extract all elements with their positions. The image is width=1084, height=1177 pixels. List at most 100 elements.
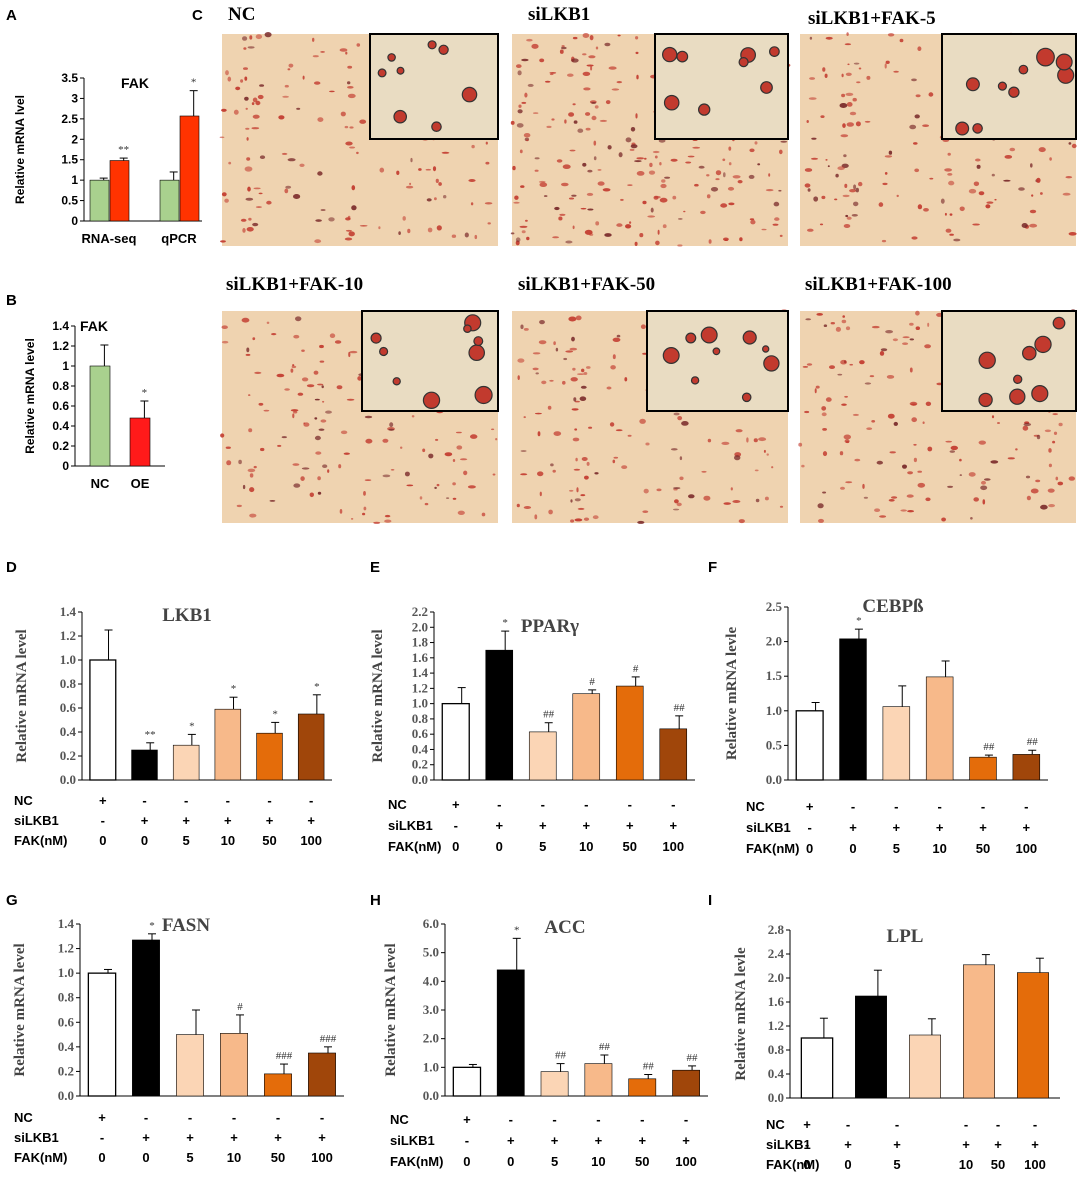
y-tick-label: 2.0 bbox=[766, 634, 782, 649]
lipid-droplet bbox=[876, 460, 883, 465]
bar bbox=[839, 638, 867, 781]
condition-row-label: FAK(nM) bbox=[14, 833, 67, 848]
condition-value: 10 bbox=[959, 1157, 973, 1172]
condition-value: 100 bbox=[311, 1150, 333, 1165]
y-tick-label: 0.6 bbox=[58, 1014, 75, 1029]
inset-droplet bbox=[1036, 47, 1055, 67]
lipid-droplet bbox=[927, 322, 930, 327]
y-axis-label: Relative mRNA level bbox=[23, 338, 37, 454]
lipid-droplet bbox=[317, 117, 324, 122]
lipid-droplet bbox=[656, 488, 662, 492]
lipid-droplet bbox=[534, 157, 540, 160]
lipid-droplet bbox=[582, 162, 587, 167]
lipid-droplet bbox=[612, 459, 616, 464]
lipid-droplet bbox=[840, 359, 847, 365]
lipid-droplet bbox=[1004, 155, 1013, 159]
y-tick-label: 0.4 bbox=[412, 741, 429, 756]
condition-value: 5 bbox=[893, 841, 900, 856]
bar bbox=[909, 1034, 941, 1099]
lipid-droplet bbox=[639, 418, 646, 424]
lipid-droplet bbox=[771, 466, 774, 469]
lipid-droplet bbox=[896, 194, 899, 198]
lipid-droplet bbox=[1048, 448, 1052, 453]
y-tick-label: 3 bbox=[71, 91, 78, 105]
lipid-droplet bbox=[520, 324, 524, 330]
y-tick-label: 0 bbox=[71, 214, 78, 228]
lipid-droplet bbox=[816, 313, 823, 316]
lipid-droplet bbox=[899, 38, 904, 43]
lipid-droplet bbox=[617, 34, 621, 37]
lipid-droplet bbox=[336, 385, 343, 390]
y-axis-label: Relative mRNA level bbox=[370, 629, 386, 762]
lipid-droplet bbox=[313, 370, 319, 375]
lipid-droplet bbox=[317, 383, 324, 386]
condition-value: + bbox=[979, 820, 987, 835]
lipid-droplet bbox=[928, 92, 934, 97]
lipid-droplet bbox=[404, 471, 410, 477]
lipid-droplet bbox=[317, 171, 323, 176]
lipid-droplet bbox=[255, 34, 263, 40]
lipid-droplet bbox=[739, 237, 743, 242]
lipid-droplet bbox=[768, 173, 771, 177]
chart-e: 0.00.20.40.60.81.01.21.41.61.82.02.2 Rela… bbox=[370, 604, 695, 854]
condition-value: - bbox=[267, 793, 271, 808]
lipid-droplet bbox=[245, 127, 250, 130]
lipid-droplet bbox=[586, 461, 590, 466]
lipid-droplet bbox=[581, 457, 588, 461]
lipid-droplet bbox=[864, 120, 871, 123]
lipid-droplet bbox=[224, 198, 229, 203]
lipid-droplet bbox=[365, 438, 373, 444]
condition-value: - bbox=[981, 799, 985, 814]
lipid-droplet bbox=[802, 366, 809, 368]
lipid-droplet bbox=[914, 114, 920, 119]
lipid-droplet bbox=[755, 498, 760, 503]
lipid-droplet bbox=[580, 207, 587, 210]
lipid-droplet bbox=[362, 512, 366, 516]
lipid-droplet bbox=[485, 161, 490, 165]
lipid-droplet bbox=[950, 445, 958, 451]
condition-value: 0 bbox=[507, 1154, 514, 1169]
lipid-droplet bbox=[309, 492, 314, 498]
lipid-droplet bbox=[1062, 192, 1071, 196]
condition-value: - bbox=[184, 793, 188, 808]
condition-row-label: FAK(nM) bbox=[746, 841, 799, 856]
lipid-droplet bbox=[245, 107, 248, 110]
lipid-droplet bbox=[247, 468, 256, 473]
lipid-droplet bbox=[346, 398, 355, 401]
lipid-droplet bbox=[554, 206, 560, 211]
lipid-droplet bbox=[409, 182, 412, 186]
condition-value: + bbox=[463, 1112, 471, 1127]
lipid-droplet bbox=[571, 336, 575, 342]
bar bbox=[963, 964, 995, 1099]
condition-value: - bbox=[101, 813, 105, 828]
lipid-droplet bbox=[252, 97, 258, 103]
y-tick-label: 0.2 bbox=[52, 439, 69, 453]
lipid-droplet bbox=[913, 443, 917, 446]
y-tick-label: 2.5 bbox=[766, 599, 783, 614]
lipid-droplet bbox=[246, 137, 249, 141]
lipid-droplet bbox=[715, 170, 722, 176]
lipid-droplet bbox=[720, 203, 728, 208]
y-tick-label: 0.0 bbox=[766, 772, 782, 787]
lipid-droplet bbox=[844, 395, 848, 398]
chart-title: CEBPß bbox=[862, 596, 924, 617]
lipid-droplet bbox=[866, 427, 873, 431]
lipid-droplet bbox=[852, 97, 857, 102]
micrograph-0 bbox=[219, 31, 499, 246]
lipid-droplet bbox=[292, 463, 300, 466]
y-tick-label: 0.4 bbox=[52, 419, 69, 433]
lipid-droplet bbox=[572, 36, 578, 40]
lipid-droplet bbox=[902, 464, 907, 469]
bar bbox=[584, 1063, 613, 1097]
bar bbox=[172, 744, 200, 781]
y-tick-label: 4.0 bbox=[423, 973, 439, 988]
lipid-droplet bbox=[673, 508, 680, 511]
significance-label: ## bbox=[1027, 736, 1039, 748]
condition-value: + bbox=[849, 820, 857, 835]
lipid-droplet bbox=[349, 350, 358, 354]
lipid-droplet bbox=[710, 187, 719, 192]
inset-droplet bbox=[396, 66, 405, 75]
micrograph-1 bbox=[510, 33, 791, 247]
lipid-droplet bbox=[347, 93, 356, 99]
